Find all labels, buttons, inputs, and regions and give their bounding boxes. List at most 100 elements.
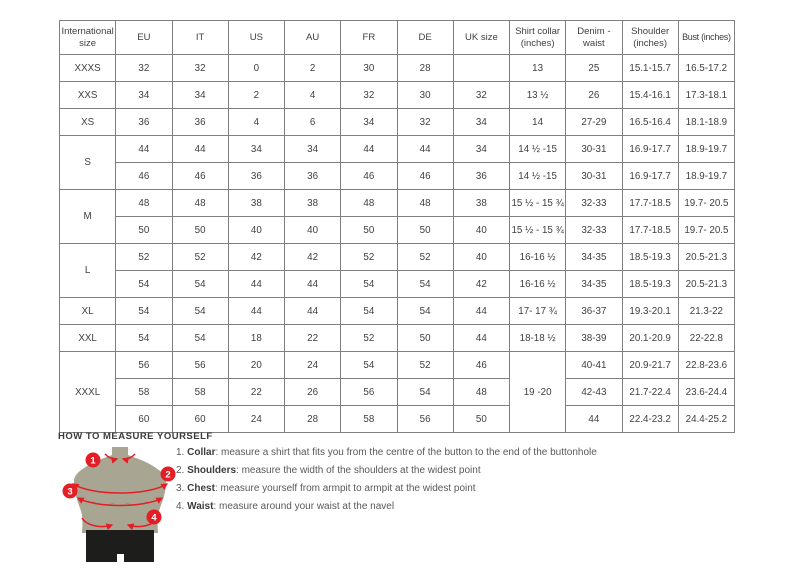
step-number: 2. bbox=[176, 465, 188, 476]
measure-heading: HOW TO MEASURE YOURSELF bbox=[58, 431, 213, 442]
table-cell: 46 bbox=[396, 162, 454, 190]
step-label: Chest bbox=[187, 483, 215, 494]
table-cell: 24 bbox=[227, 405, 286, 433]
table-cell: 30-31 bbox=[565, 162, 623, 190]
step-label: Waist bbox=[187, 501, 214, 512]
table-cell: 50 bbox=[171, 216, 229, 244]
mannequin-shorts bbox=[86, 530, 154, 562]
table-cell: 4 bbox=[283, 81, 342, 109]
table-cell: 15.1-15.7 bbox=[621, 54, 679, 82]
table-cell: 60 bbox=[171, 405, 229, 433]
step-number: 1. bbox=[176, 447, 188, 458]
table-cell: 56 bbox=[340, 378, 398, 406]
table-cell: 21.3-22 bbox=[677, 297, 736, 325]
table-cell: 40 bbox=[452, 243, 511, 271]
table-cell: 14 bbox=[508, 108, 567, 136]
table-cell: 28 bbox=[396, 54, 454, 82]
table-cell: 13 bbox=[508, 54, 567, 82]
table-cell: 56 bbox=[396, 405, 454, 433]
table-cell: 34-35 bbox=[565, 270, 623, 298]
table-row: XXXL 56 56 20 24 54 52 46 19 -20 40-41 20.9-21.7 22… bbox=[58, 351, 736, 433]
table-cell: 40 bbox=[283, 216, 342, 244]
table-cell: 44 bbox=[283, 270, 342, 298]
svg-text:1: 1 bbox=[90, 455, 96, 466]
table-cell: 54 bbox=[115, 324, 173, 352]
table-cell: 42-43 bbox=[565, 378, 623, 406]
table-row: XL 54 54 44 44 54 54 44 17- 17 ¾ 36-37 19.3-20.1 21… bbox=[58, 297, 736, 325]
table-cell: 54 bbox=[340, 351, 398, 379]
table-cell: 50 bbox=[452, 405, 511, 433]
table-cell: 54 bbox=[340, 297, 398, 325]
table-cell: S bbox=[58, 135, 117, 190]
svg-text:3: 3 bbox=[67, 486, 72, 497]
column-header: Shoulder (inches) bbox=[621, 20, 679, 55]
table-cell: 44 bbox=[171, 135, 229, 163]
table-row: L 52 52 42 42 52 52 40 16-16 ½ 34-35 18.5-19.3 20.5… bbox=[58, 243, 736, 298]
table-cell: 44 bbox=[227, 297, 286, 325]
table-cell: 16-16 ½ bbox=[508, 270, 567, 298]
table-cell: 44 bbox=[452, 297, 511, 325]
measure-step-waist: 4. Waist: measure around your waist at t… bbox=[176, 501, 696, 513]
column-header: DE bbox=[396, 20, 454, 55]
column-header: International size bbox=[58, 20, 117, 55]
table-cell: 38-39 bbox=[565, 324, 623, 352]
table-cell: 44 bbox=[565, 405, 623, 433]
table-cell: L bbox=[58, 243, 117, 298]
table-row: 50 50 40 40 50 50 40 15 ½ - 15 ¾ 32-33 17.7-18.5 1… bbox=[60, 216, 736, 244]
table-cell: 54 bbox=[115, 297, 173, 325]
table-cell: 4 bbox=[227, 108, 286, 136]
table-cell: 17.3-18.1 bbox=[677, 81, 736, 109]
table-row: XS 36 36 4 6 34 32 34 14 27-29 16.5-16.4 18.1-18.9 bbox=[58, 108, 736, 136]
table-cell: 42 bbox=[452, 270, 511, 298]
table-cell bbox=[452, 54, 511, 82]
table-cell: 54 bbox=[396, 378, 454, 406]
mannequin-torso bbox=[74, 447, 166, 533]
table-cell: 32 bbox=[396, 108, 454, 136]
table-cell: 34 bbox=[115, 81, 173, 109]
measure-step-collar: 1. Collar: measure a shirt that fits you… bbox=[176, 447, 696, 459]
table-cell: 22 bbox=[227, 378, 286, 406]
measure-step-chest: 3. Chest: measure yourself from armpit t… bbox=[176, 483, 696, 495]
table-cell: 28 bbox=[283, 405, 342, 433]
measure-steps: 1. Collar: measure a shirt that fits you… bbox=[176, 447, 696, 520]
table-cell: 60 bbox=[115, 405, 173, 433]
table-cell: 40 bbox=[227, 216, 286, 244]
table-cell: 15 ½ - 15 ¾ bbox=[508, 216, 567, 244]
measure-step-shoulders: 2. Shoulders: measure the width of the s… bbox=[176, 465, 696, 477]
table-cell: 54 bbox=[171, 270, 229, 298]
table-cell: 44 bbox=[283, 297, 342, 325]
table-cell: XXS bbox=[58, 81, 117, 109]
table-cell: 46 bbox=[115, 162, 173, 190]
table-cell: 13 ½ bbox=[508, 81, 567, 109]
table-cell: XL bbox=[58, 297, 117, 325]
table-cell: 50 bbox=[115, 216, 173, 244]
table-cell: 34 bbox=[452, 135, 511, 163]
table-cell: 22.8-23.6 bbox=[677, 351, 736, 379]
table-row: S 44 44 34 34 44 44 34 14 ½ -15 30-31 16.9-17.7 18.… bbox=[58, 135, 736, 190]
table-cell: 32-33 bbox=[565, 216, 623, 244]
table-cell: 36 bbox=[227, 162, 286, 190]
table-cell: 44 bbox=[227, 270, 286, 298]
table-cell: 22 bbox=[283, 324, 342, 352]
table-cell: 44 bbox=[396, 135, 454, 163]
chest-measure-arrow bbox=[76, 497, 164, 507]
table-cell: 16-16 ½ bbox=[508, 243, 567, 271]
table-cell: 36 bbox=[452, 162, 511, 190]
table-cell: 50 bbox=[340, 216, 398, 244]
column-header: Bust (inches) bbox=[677, 20, 736, 55]
step-text: : measure yourself from armpit to armpit… bbox=[214, 483, 476, 494]
table-cell: 44 bbox=[115, 135, 173, 163]
table-cell: 18 bbox=[227, 324, 286, 352]
table-cell: 34 bbox=[171, 81, 229, 109]
table-cell: 38 bbox=[283, 189, 342, 217]
column-header: IT bbox=[171, 20, 229, 55]
table-cell: 58 bbox=[115, 378, 173, 406]
table-cell: 20.5-21.3 bbox=[677, 243, 736, 271]
table-cell: 38 bbox=[227, 189, 286, 217]
table-cell: M bbox=[58, 189, 117, 244]
table-cell: 40 bbox=[452, 216, 511, 244]
table-cell: XS bbox=[58, 108, 117, 136]
marker-4-badge: 4 bbox=[146, 509, 162, 525]
mannequin-illustration: 1 2 3 4 bbox=[62, 447, 176, 562]
table-cell: 32 bbox=[171, 54, 229, 82]
